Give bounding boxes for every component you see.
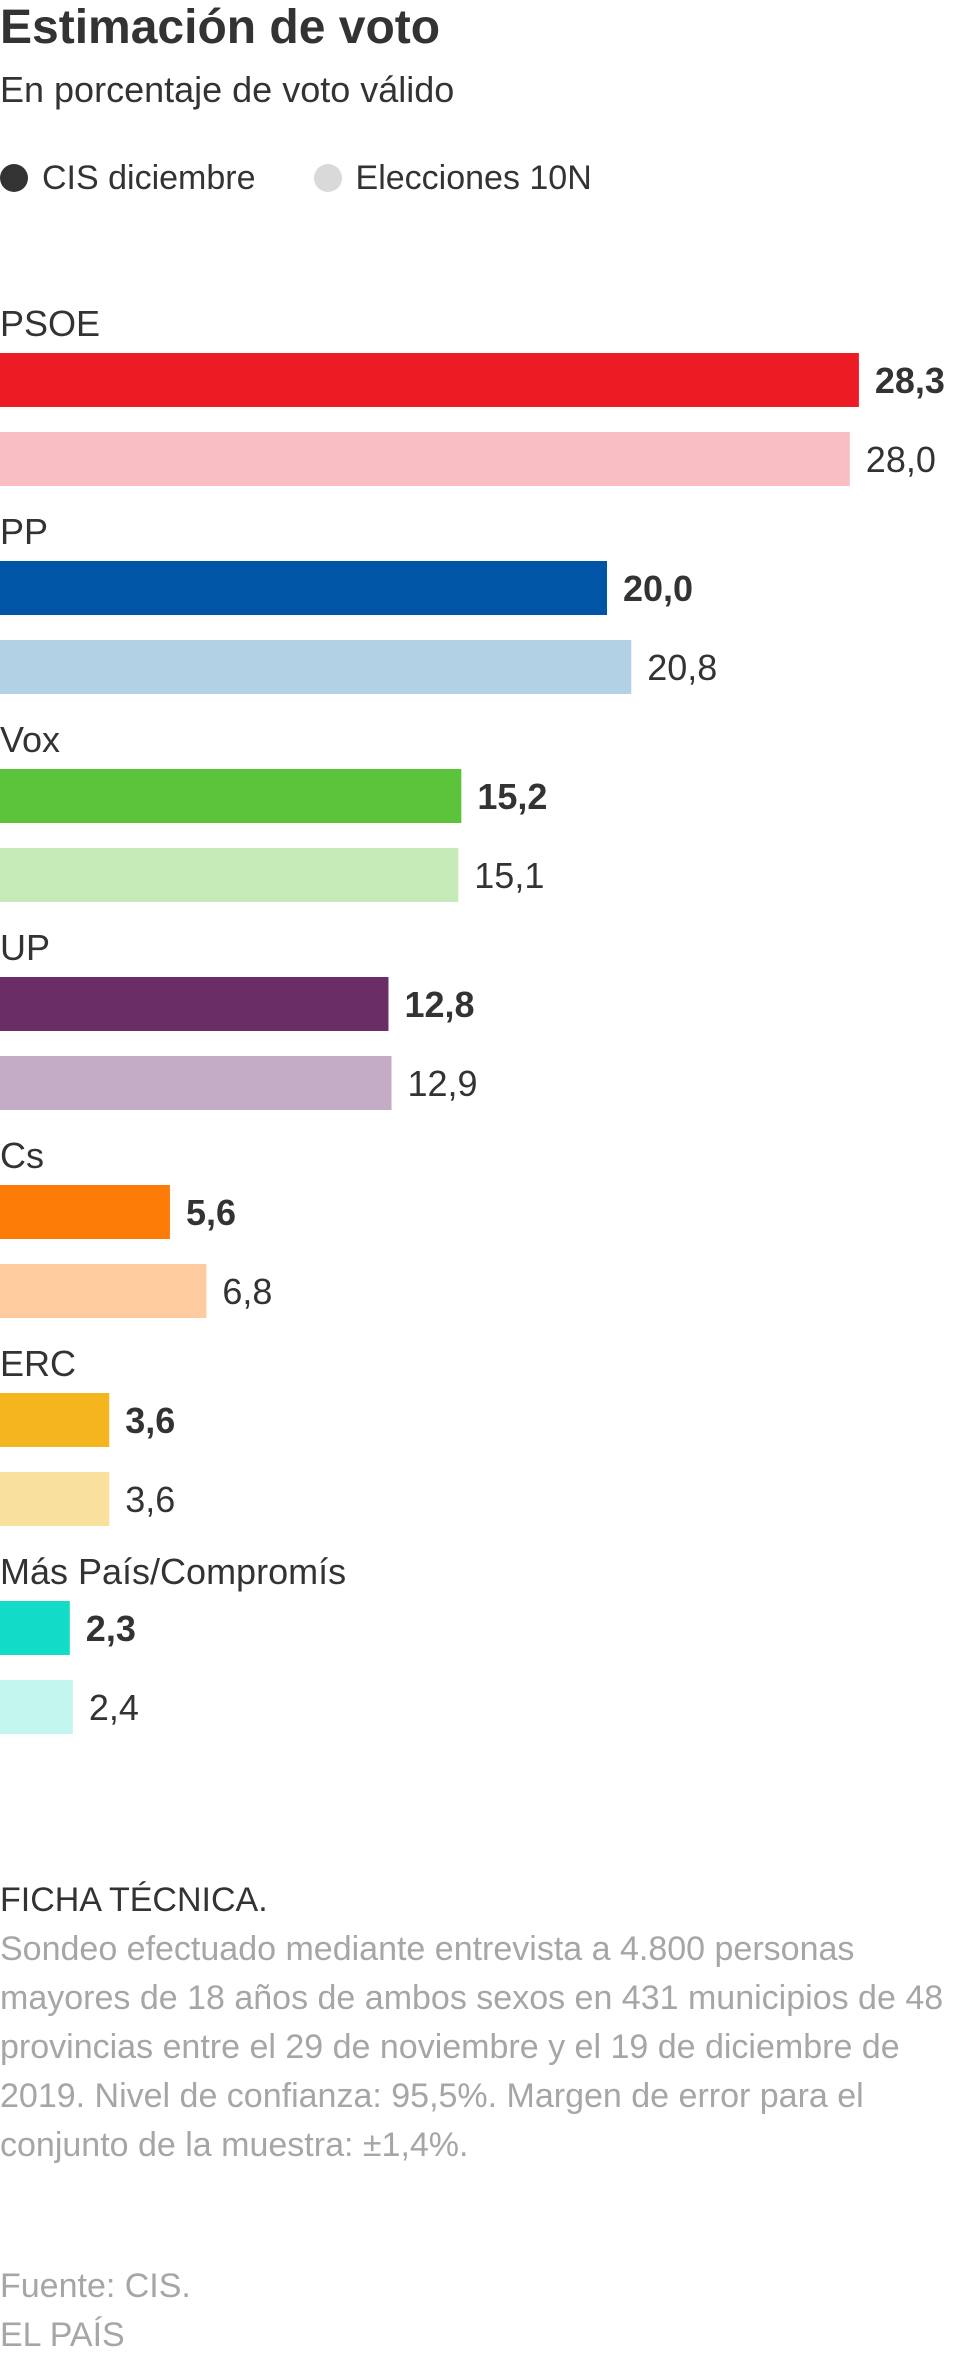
bar-pp-cis: [0, 561, 607, 615]
bar-mas-pais-compromis-elecciones: [0, 1680, 73, 1734]
value-label-psoe-cis: 28,3: [875, 360, 945, 401]
value-label-vox-cis: 15,2: [477, 776, 547, 817]
source-line: Fuente: CIS.: [0, 2267, 191, 2305]
legend-dot-cis: [0, 164, 28, 192]
value-label-pp-cis: 20,0: [623, 568, 693, 609]
legend-item-cis: CIS diciembre: [0, 159, 256, 198]
bar-pp-elecciones: [0, 640, 632, 694]
bar-cs-elecciones: [0, 1264, 207, 1318]
legend-item-elecciones: Elecciones 10N: [313, 158, 592, 198]
chart-subtitle: En porcentaje de voto válido: [0, 69, 455, 110]
value-label-up-cis: 12,8: [404, 984, 474, 1025]
value-label-erc-elecciones: 3,6: [125, 1479, 175, 1520]
category-label-erc: ERC: [0, 1343, 76, 1384]
notes-body: Sondeo efectuado mediante entrevista a 4…: [0, 1930, 944, 2164]
category-label-up: UP: [0, 927, 50, 968]
legend-label-elecciones: Elecciones 10N: [355, 158, 592, 197]
category-label-pp: PP: [0, 511, 48, 552]
category-label-mas-pais-compromis: Más País/Compromís: [0, 1551, 346, 1592]
value-label-up-elecciones: 12,9: [408, 1063, 478, 1104]
bar-vox-elecciones: [0, 848, 459, 902]
legend: CIS diciembre Elecciones 10N: [0, 156, 650, 200]
value-label-mas-pais-compromis-elecciones: 2,4: [89, 1687, 139, 1728]
publisher-line: EL PAÍS: [0, 2316, 125, 2354]
value-label-erc-cis: 3,6: [125, 1400, 175, 1441]
bar-up-cis: [0, 977, 389, 1031]
value-label-mas-pais-compromis-cis: 2,3: [86, 1608, 136, 1649]
category-label-vox: Vox: [0, 719, 60, 760]
chart-title: Estimación de voto: [0, 1, 441, 54]
bar-vox-cis: [0, 769, 462, 823]
bar-cs-cis: [0, 1185, 170, 1239]
legend-label-cis: CIS diciembre: [42, 158, 256, 197]
category-label-cs: Cs: [0, 1135, 44, 1176]
value-label-psoe-elecciones: 28,0: [866, 439, 936, 480]
value-label-pp-elecciones: 20,8: [647, 647, 717, 688]
category-label-psoe: PSOE: [0, 303, 100, 344]
bar-erc-elecciones: [0, 1472, 110, 1526]
bar-chart: PSOE 28,3 28,0 PP 20,0 20,8 Vox 15,2 15,1 UP 12,8 1…: [0, 303, 945, 1734]
value-label-cs-elecciones: 6,8: [222, 1271, 272, 1312]
value-label-cs-cis: 5,6: [186, 1192, 236, 1233]
bar-psoe-cis: [0, 353, 859, 407]
source-block: Fuente: CIS. EL PAÍS: [0, 2262, 191, 2360]
legend-dot-elecciones: [313, 164, 342, 192]
bar-psoe-elecciones: [0, 432, 850, 486]
bar-up-elecciones: [0, 1056, 392, 1110]
technical-notes: FICHA TÉCNICA. Sondeo efectuado mediante…: [0, 1876, 980, 2170]
bar-mas-pais-compromis-cis: [0, 1601, 70, 1655]
value-label-vox-elecciones: 15,1: [474, 855, 544, 896]
bar-erc-cis: [0, 1393, 110, 1447]
notes-heading: FICHA TÉCNICA.: [0, 1881, 268, 1919]
